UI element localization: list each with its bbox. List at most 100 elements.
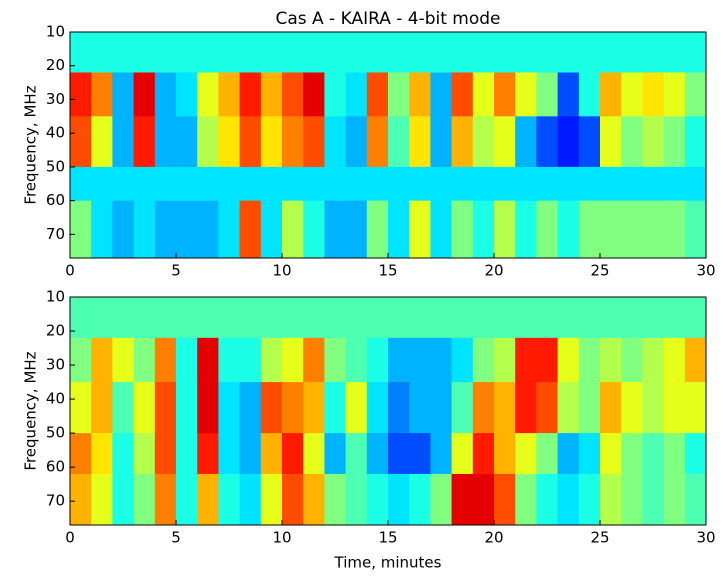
heat-cell (642, 32, 665, 73)
heat-cell (409, 473, 431, 526)
heat-cell (154, 72, 177, 117)
heat-cell (197, 382, 219, 434)
heat-cell (239, 116, 262, 168)
y-tick-label: 50 (46, 424, 65, 442)
heat-cell (282, 473, 304, 526)
heat-cell (536, 166, 559, 202)
heat-cell (324, 72, 347, 117)
heat-cell (70, 200, 92, 259)
heat-cell (684, 337, 707, 383)
heat-cell (578, 473, 601, 526)
heat-cell (197, 32, 219, 73)
heat-cell (621, 337, 643, 383)
heat-cell (600, 72, 622, 117)
heat-cell (536, 200, 559, 259)
heat-cell (366, 337, 389, 383)
heat-cell (324, 433, 347, 475)
heat-cell (260, 473, 283, 526)
heat-cell (70, 433, 92, 475)
heat-cell (430, 166, 453, 202)
heat-cell (621, 433, 643, 475)
y-tick-label: 60 (46, 458, 65, 476)
heat-cell (282, 297, 304, 339)
heat-cell (133, 382, 156, 434)
heat-cell (197, 72, 219, 117)
y-tick-label: 40 (46, 390, 65, 408)
heat-cell (239, 297, 262, 339)
heat-cell (176, 116, 198, 168)
heat-cell (557, 297, 580, 339)
y-tick-label: 30 (46, 90, 65, 108)
heat-cell (536, 473, 559, 526)
heat-cell (260, 72, 283, 117)
heat-cell (345, 72, 368, 117)
heat-cell (218, 433, 241, 475)
heat-cell (197, 473, 219, 526)
heat-cell (388, 116, 410, 168)
x-tick-label: 20 (484, 262, 503, 280)
x-tick-label: 0 (65, 262, 75, 280)
heat-cell (112, 433, 135, 475)
heat-cell (409, 32, 431, 73)
heat-cell (239, 473, 262, 526)
heat-cell (388, 72, 410, 117)
heat-cell (430, 116, 453, 168)
heat-cell (260, 200, 283, 259)
heat-cell (642, 116, 665, 168)
heat-cell (684, 32, 707, 73)
heat-cell (260, 32, 283, 73)
heat-cell (578, 200, 601, 259)
y-axis-label: Frequency, MHz (22, 351, 40, 470)
heat-cell (684, 200, 707, 259)
heat-cell (91, 382, 113, 434)
heat-cell (197, 116, 219, 168)
heat-cell (600, 473, 622, 526)
heat-cell (409, 337, 431, 383)
heat-cell (409, 72, 431, 117)
heat-cell (557, 166, 580, 202)
heat-cell (472, 166, 495, 202)
heat-cell (557, 382, 580, 434)
heat-cell (303, 297, 325, 339)
x-tick-label: 30 (696, 262, 715, 280)
x-tick-label: 10 (272, 529, 291, 547)
heat-cell (494, 337, 516, 383)
heat-cell (472, 116, 495, 168)
heat-cell (324, 337, 347, 383)
heat-cell (176, 337, 198, 383)
y-tick-label: 20 (46, 56, 65, 74)
heat-cell (239, 200, 262, 259)
heat-cell (176, 72, 198, 117)
heat-cell (345, 473, 368, 526)
heat-cell (684, 166, 707, 202)
heat-cell (91, 433, 113, 475)
heat-cell (133, 32, 156, 73)
heat-cell (515, 473, 537, 526)
heat-cell (197, 166, 219, 202)
heat-cell (239, 32, 262, 73)
heat-cell (70, 166, 92, 202)
x-axis-label: Time, minutes (334, 554, 442, 572)
heat-cell (388, 166, 410, 202)
heat-cell (91, 297, 113, 339)
heat-cell (218, 72, 241, 117)
heat-cell (112, 32, 135, 73)
heat-cell (70, 473, 92, 526)
heat-cell (260, 337, 283, 383)
heat-cell (451, 297, 474, 339)
heat-cell (154, 433, 177, 475)
heat-cell (303, 433, 325, 475)
heat-cell (557, 32, 580, 73)
heat-cell (303, 337, 325, 383)
heat-cell (684, 382, 707, 434)
heat-cell (663, 166, 686, 202)
y-tick-label: 10 (46, 288, 65, 306)
x-tick-label: 30 (696, 529, 715, 547)
heat-cell (451, 382, 474, 434)
heat-cell (430, 382, 453, 434)
heat-cell (621, 116, 643, 168)
heat-cell (239, 166, 262, 202)
heat-cell (176, 297, 198, 339)
heat-cell (409, 297, 431, 339)
heat-cell (451, 337, 474, 383)
